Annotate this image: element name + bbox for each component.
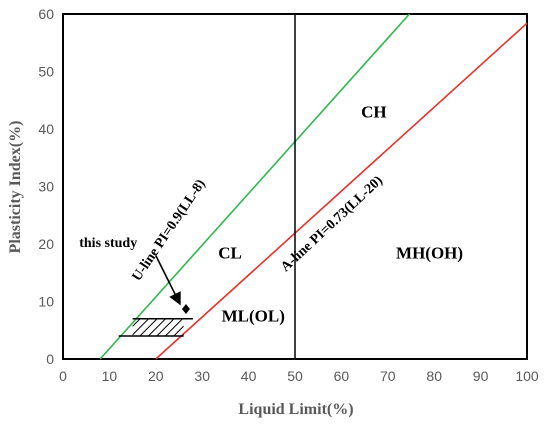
y-tick-label: 30 [38, 179, 54, 195]
y-tick-label: 60 [38, 6, 54, 22]
zone-label-cl: CL [218, 243, 242, 262]
plot-area: this study CH CL MH(OH) ML(OL) U-line PI=0.9(… [62, 13, 528, 360]
x-tick-label: 50 [287, 368, 303, 384]
u-line [99, 13, 411, 360]
y-tick-label: 0 [46, 351, 54, 367]
y-tick-label: 50 [38, 64, 54, 80]
x-tick-label: 30 [194, 368, 210, 384]
x-tick-label: 100 [515, 368, 539, 384]
x-tick-label: 80 [426, 368, 442, 384]
x-tick-label: 10 [102, 368, 118, 384]
u-line-label: U-line PI=0.9(LL-8) [130, 177, 209, 284]
x-tick-label: 0 [59, 368, 67, 384]
y-tick-label: 40 [38, 121, 54, 137]
annotation-arrow [155, 255, 181, 306]
x-tick-label: 70 [380, 368, 396, 384]
a-line [155, 22, 528, 360]
x-tick-label: 40 [241, 368, 257, 384]
x-tick-label: 90 [473, 368, 489, 384]
y-axis-title: Plasticity Index(%) [7, 121, 24, 254]
y-tick-label: 20 [38, 236, 54, 252]
hatched-region [132, 318, 184, 336]
zone-label-mlol: ML(OL) [222, 307, 285, 326]
study-point [181, 303, 190, 314]
x-axis-title: Liquid Limit(%) [238, 401, 353, 418]
x-tick-label: 20 [148, 368, 164, 384]
x-tick-label: 60 [334, 368, 350, 384]
y-tick-label: 10 [38, 294, 54, 310]
tick-labels: 0 10 20 30 40 50 60 70 80 90 100 0 10 20 30 40 50 60 [38, 6, 538, 384]
annotation-this-study: this study [79, 236, 137, 251]
zone-label-mhoh: MH(OH) [396, 243, 463, 262]
zone-label-ch: CH [361, 103, 387, 122]
